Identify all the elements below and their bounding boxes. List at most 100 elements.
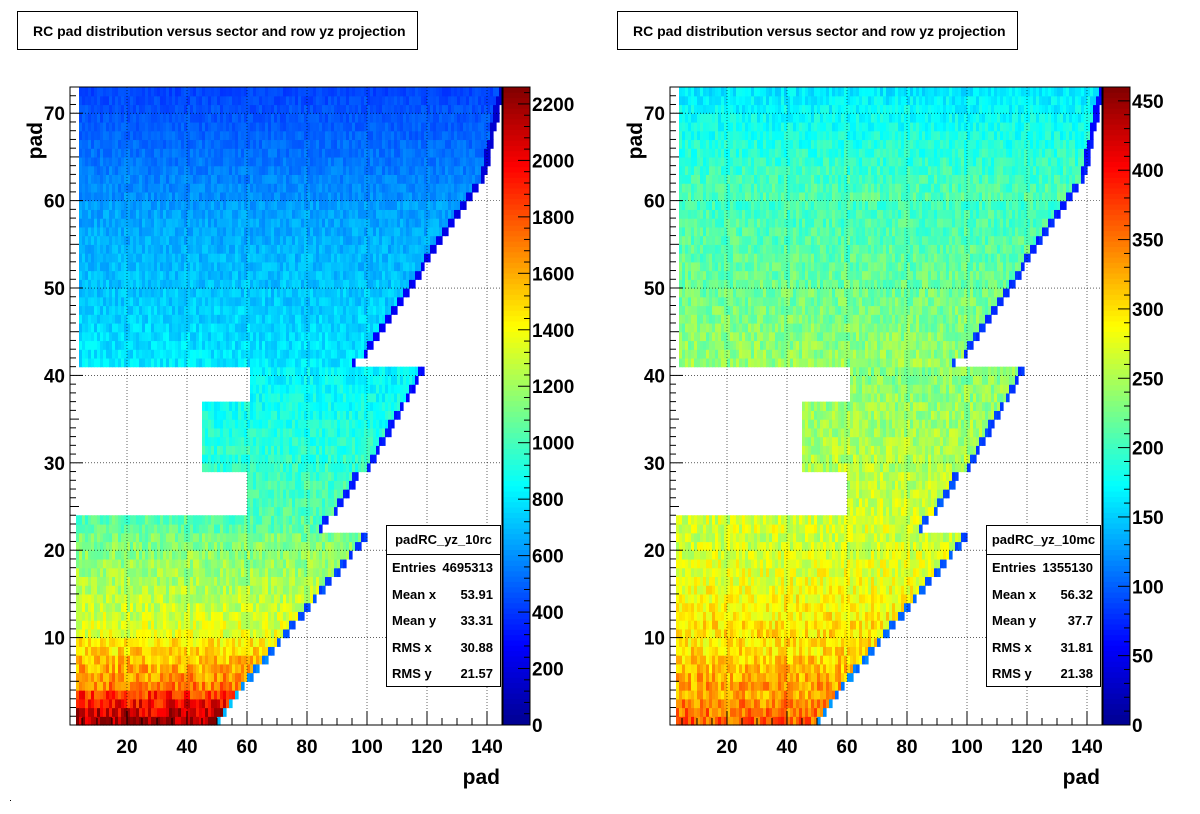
heatmap-cell [112, 218, 116, 228]
heatmap-cell [349, 244, 353, 254]
heatmap-cell [430, 244, 434, 254]
heatmap-cell [175, 707, 179, 717]
heatmap-cell [130, 218, 134, 228]
heatmap-cell [223, 707, 227, 717]
heatmap-cell [148, 611, 152, 621]
heatmap-cell [289, 261, 293, 272]
heatmap-cell [298, 331, 302, 342]
heatmap-cell [295, 462, 299, 473]
heatmap-cell [178, 672, 182, 682]
heatmap-cell [274, 340, 278, 350]
heatmap-cell [124, 244, 128, 254]
heatmap-cell [235, 655, 239, 665]
heatmap-cell [172, 218, 176, 228]
heatmap-cell [346, 410, 350, 420]
heatmap-cell [157, 183, 161, 193]
heatmap-cell [307, 462, 311, 473]
heatmap-cell [235, 454, 239, 464]
heatmap-cell [214, 357, 218, 368]
heatmap-cell [187, 253, 191, 263]
heatmap-cell [97, 515, 101, 525]
heatmap-cell [253, 384, 257, 394]
heatmap-cell [400, 261, 404, 272]
heatmap-cell [217, 235, 221, 245]
heatmap-cell [157, 541, 161, 551]
heatmap-cell [325, 322, 329, 333]
heatmap-cell [424, 218, 428, 228]
heatmap-cell [238, 419, 242, 429]
heatmap-cell [193, 628, 197, 639]
heatmap-cell [301, 532, 305, 543]
heatmap-cell [214, 454, 218, 464]
heatmap-cell [262, 296, 266, 307]
heatmap-cell [370, 209, 374, 219]
heatmap-cell [91, 716, 95, 726]
heatmap-cell [277, 462, 281, 473]
heatmap-cell [79, 593, 83, 604]
heatmap-cell [358, 218, 362, 228]
heatmap-cell [235, 462, 239, 473]
heatmap-cell [286, 392, 290, 403]
heatmap-cell [343, 279, 347, 289]
heatmap-cell [439, 191, 443, 202]
heatmap-cell [310, 384, 314, 394]
heatmap-cell [271, 532, 275, 543]
heatmap-cell [292, 436, 296, 446]
heatmap-cell [301, 366, 305, 377]
heatmap-plot: 20 40 60 80 100 120 14010203040506070padpad020… [24, 86, 574, 789]
heatmap-cell [262, 445, 266, 455]
heatmap-cell [403, 261, 407, 272]
heatmap-cell [217, 419, 221, 429]
heatmap-cell [394, 410, 398, 420]
heatmap-cell [178, 515, 182, 525]
heatmap-cell [226, 637, 230, 647]
heatmap-cell [133, 261, 137, 272]
heatmap-cell [91, 357, 95, 368]
heatmap-cell [103, 663, 107, 674]
heatmap-cell [199, 532, 203, 543]
heatmap-cell [352, 288, 356, 298]
heatmap-cell [85, 646, 89, 656]
heatmap-cell [151, 620, 155, 630]
heatmap-cell [88, 183, 92, 193]
heatmap-cell [274, 480, 278, 490]
heatmap-cell [304, 235, 308, 245]
heatmap-cell [148, 585, 152, 595]
heatmap-cell [313, 541, 317, 551]
heatmap-cell [313, 322, 317, 333]
heatmap-cell [79, 218, 83, 228]
heatmap-cell [259, 392, 263, 403]
heatmap-cell [175, 191, 179, 202]
heatmap-cell [223, 349, 227, 359]
heatmap-cell [202, 681, 206, 691]
heatmap-cell [247, 628, 251, 639]
heatmap-cell [175, 681, 179, 691]
heatmap-cell [202, 305, 206, 315]
heatmap-cell [157, 672, 161, 682]
heatmap-cell [349, 261, 353, 272]
heatmap-cell [238, 663, 242, 674]
heatmap-cell [139, 611, 143, 621]
heatmap-cell [283, 410, 287, 420]
heatmap-cell [334, 305, 338, 315]
heatmap-cell [331, 462, 335, 473]
heatmap-cell [148, 314, 152, 324]
heatmap-cell [313, 200, 317, 210]
heatmap-cell [331, 305, 335, 315]
heatmap-cell [157, 698, 161, 709]
heatmap-cell [265, 436, 269, 446]
heatmap-cell [214, 655, 218, 665]
heatmap-cell [256, 515, 260, 525]
heatmap-cell [307, 253, 311, 263]
heatmap-cell [154, 541, 158, 551]
heatmap-cell [286, 427, 290, 438]
heatmap-cell [76, 567, 80, 578]
heatmap-cell [307, 497, 311, 508]
heatmap-cell [217, 541, 221, 551]
heatmap-cell [388, 419, 392, 429]
heatmap-cell [130, 655, 134, 665]
heatmap-cell [298, 296, 302, 307]
heatmap-cell [199, 707, 203, 717]
heatmap-cell [352, 401, 356, 411]
heatmap-cell [199, 191, 203, 202]
